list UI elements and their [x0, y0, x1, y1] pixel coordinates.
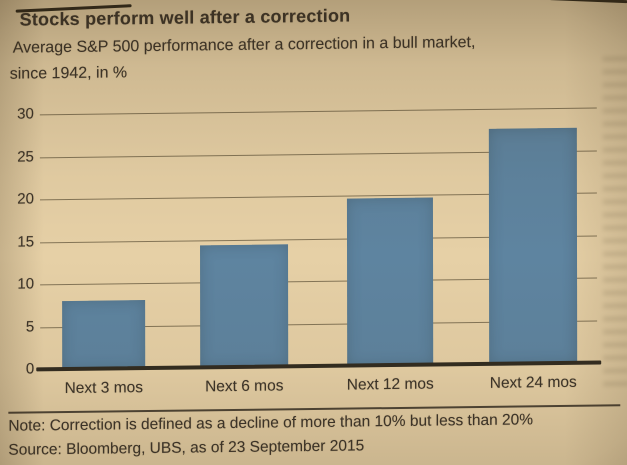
y-axis-tick-label: 25	[17, 147, 34, 166]
bar-next-24-mos	[488, 127, 578, 364]
bar-next-3-mos	[62, 300, 146, 370]
bar-next-12-mos	[346, 197, 434, 366]
y-axis-tick-label: 5	[25, 317, 35, 336]
gridline-30	[39, 107, 597, 116]
y-axis-tick-label: 0	[25, 360, 35, 378]
x-axis-category-label: Next 3 mos	[64, 379, 143, 398]
y-axis-tick-label: 30	[17, 105, 34, 123]
y-axis-tick-label: 20	[17, 190, 34, 208]
x-axis-category-label: Next 12 mos	[346, 375, 434, 394]
y-axis-tick-label: 10	[17, 275, 35, 293]
page-bleed-through	[602, 56, 627, 387]
y-axis-tick-label: 15	[17, 232, 35, 251]
bar-next-6-mos	[200, 244, 289, 368]
x-axis-category-label: Next 6 mos	[205, 377, 284, 396]
x-axis-category-label: Next 24 mos	[489, 373, 577, 392]
